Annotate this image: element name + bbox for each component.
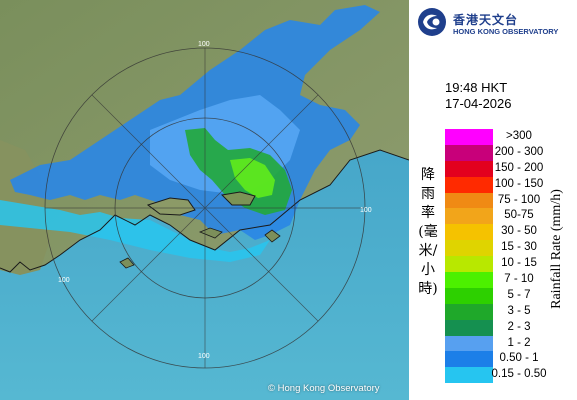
legend-label: >300 <box>506 130 532 142</box>
legend-label: 100 - 150 <box>494 177 544 190</box>
legend-swatch <box>445 272 493 288</box>
legend-title-zh: 降雨率(毫米/小時) <box>418 167 438 297</box>
legend-swatch <box>445 319 493 336</box>
legend-label: 200 - 300 <box>494 145 544 158</box>
radar-map: 100 100 100 100 © Hong Kong Observatory <box>0 0 409 400</box>
radar-time: 19:48 HKT <box>445 80 508 95</box>
legend-label: 1 - 2 <box>507 336 531 349</box>
legend-label: 30 - 50 <box>501 225 537 238</box>
legend-swatch <box>445 160 493 177</box>
legend-swatch <box>445 176 493 193</box>
rain-echo-cyan <box>0 200 270 262</box>
legend-label: 5 - 7 <box>507 288 531 301</box>
islands-south <box>119 227 281 269</box>
radar-image: 100 100 100 100 <box>0 0 409 400</box>
legend-label: 10 - 15 <box>501 257 537 270</box>
legend-title-en: Rainfall Rate (mm/h) <box>549 189 564 309</box>
range-spokes <box>45 48 365 368</box>
legend-swatch <box>445 351 493 368</box>
legend-labels: >300 200 - 300 150 - 200 100 - 150 75 - 100 5… <box>489 129 549 383</box>
ring-label-east: 100 <box>360 207 372 214</box>
rain-echo-heavy <box>230 158 275 198</box>
legend-swatch <box>445 240 493 257</box>
legend-color-scale <box>445 129 493 384</box>
legend-swatch <box>445 367 493 384</box>
legend-swatch <box>445 208 493 225</box>
legend-swatch <box>445 256 493 273</box>
legend-swatch <box>445 144 493 161</box>
copyright-notice: © Hong Kong Observatory <box>268 383 380 394</box>
legend-label: 50-75 <box>504 209 534 222</box>
ring-label-north: 100 <box>198 41 210 48</box>
coastline <box>0 149 409 273</box>
legend-swatch <box>445 287 493 304</box>
lantau-island <box>146 197 196 216</box>
legend-label: 2 - 3 <box>507 320 531 333</box>
legend-swatch <box>445 224 493 241</box>
ring-label-south: 100 <box>198 353 210 360</box>
legend-swatch <box>445 129 493 145</box>
hko-emblem-icon <box>418 8 446 36</box>
ring-label-west: 100 <box>58 277 70 284</box>
hk-island <box>220 191 256 206</box>
logo-text-zh: 香港天文台 <box>453 13 519 27</box>
legend-label: 3 - 5 <box>507 304 531 317</box>
legend-swatch <box>445 303 493 320</box>
legend-label: 150 - 200 <box>494 161 544 174</box>
legend-swatch <box>445 335 493 352</box>
radar-date: 17-04-2026 <box>445 96 512 111</box>
legend-label: 0.50 - 1 <box>499 352 539 365</box>
legend-swatch <box>445 192 493 209</box>
legend-label: 75 - 100 <box>497 193 541 206</box>
logo-text-en: HONG KONG OBSERVATORY <box>453 27 559 36</box>
legend-label: 0.15 - 0.50 <box>491 368 547 381</box>
hko-logo: 香港天文台 HONG KONG OBSERVATORY <box>413 4 573 40</box>
legend-title-en-wrap: Rainfall Rate (mm/h) <box>544 129 570 369</box>
legend-label: 7 - 10 <box>504 273 534 286</box>
legend-label: 15 - 30 <box>501 241 537 254</box>
legend-panel: 香港天文台 HONG KONG OBSERVATORY 19:48 HKT 17… <box>409 0 577 400</box>
